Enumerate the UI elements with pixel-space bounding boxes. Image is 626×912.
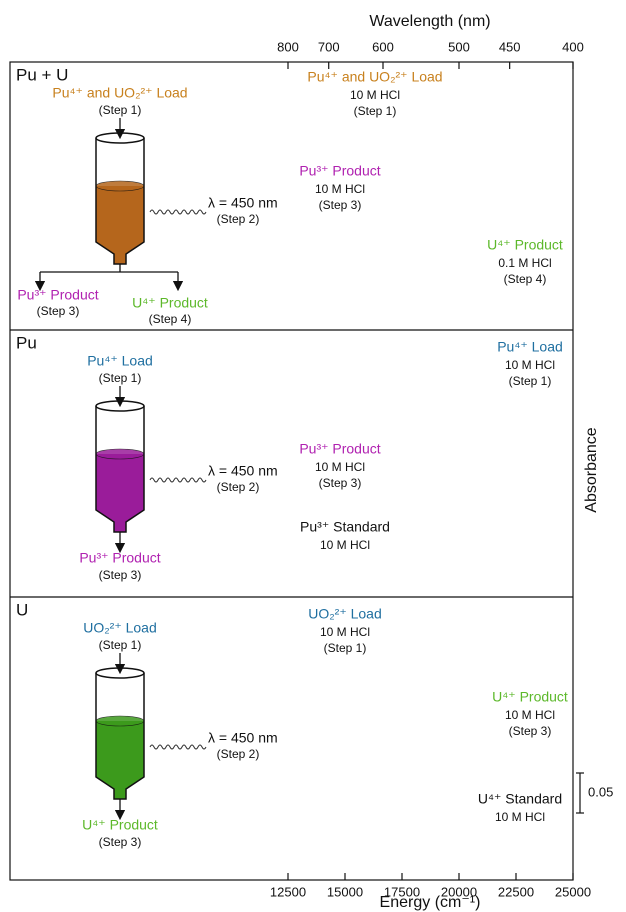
liquid-top: [95, 180, 145, 192]
trace-label: U⁴⁺ Product: [492, 689, 568, 705]
x2-tick-label: 500: [448, 39, 470, 54]
irradiation: λ = 450 nm: [208, 730, 278, 746]
trace-condition: 10 M HCl: [320, 625, 370, 639]
trace-label: Pu⁴⁺ and UO₂²⁺ Load: [307, 69, 442, 85]
product-step: (Step 3): [99, 835, 142, 849]
light-wave: [149, 209, 207, 215]
x2-axis-label: Wavelength (nm): [369, 13, 490, 30]
trace-label: Pu⁴⁺ Load: [497, 339, 563, 355]
irradiation: λ = 450 nm: [208, 463, 278, 479]
load-label: Pu⁴⁺ and UO₂²⁺ Load: [52, 85, 187, 101]
load-label: Pu⁴⁺ Load: [87, 353, 153, 369]
x-tick-label: 22500: [498, 884, 534, 899]
x2-tick-label: 600: [372, 39, 394, 54]
liquid-top: [95, 715, 145, 727]
trace-label: Pu³⁺ Product: [299, 441, 380, 457]
column-liquid: [96, 186, 144, 264]
trace-condition: (Step 3): [319, 476, 362, 490]
trace-condition: 0.1 M HCl: [498, 256, 551, 270]
scale-bar-label: 0.05: [588, 784, 613, 799]
x2-tick-label: 400: [562, 39, 584, 54]
x-tick-label: 25000: [555, 884, 591, 899]
trace-label: U⁴⁺ Standard: [478, 791, 562, 807]
x-tick-label: 12500: [270, 884, 306, 899]
trace-condition: 10 M HCl: [505, 708, 555, 722]
column-top: [95, 132, 145, 144]
column-top: [95, 667, 145, 679]
product-step: (Step 4): [149, 312, 192, 326]
scheme-title: Pu + U: [16, 65, 68, 84]
y-axis-label: Absorbance: [583, 427, 600, 512]
trace-condition: 10 M HCl: [315, 182, 365, 196]
trace-condition: 10 M HCl: [350, 88, 400, 102]
trace-condition: (Step 4): [504, 272, 547, 286]
trace-condition: 10 M HCl: [495, 810, 545, 824]
product-step: (Step 3): [37, 304, 80, 318]
x-tick-label: 15000: [327, 884, 363, 899]
irradiation-step: (Step 2): [217, 747, 260, 761]
trace-condition: (Step 1): [509, 374, 552, 388]
product-label: U⁴⁺ Product: [82, 817, 158, 833]
column-liquid: [96, 454, 144, 532]
trace-condition: 10 M HCl: [320, 538, 370, 552]
trace-label: Pu³⁺ Standard: [300, 519, 390, 535]
frame: [9, 61, 574, 881]
trace-condition: (Step 1): [324, 641, 367, 655]
product-step: (Step 3): [99, 568, 142, 582]
scheme-title: Pu: [16, 333, 37, 352]
column-top: [95, 400, 145, 412]
load-label: UO₂²⁺ Load: [83, 620, 157, 636]
light-wave: [149, 477, 207, 483]
plot-area: [448, 68, 573, 860]
x-axis-label: Energy (cm⁻¹): [380, 894, 481, 911]
load-step: (Step 1): [99, 371, 142, 385]
irradiation-step: (Step 2): [217, 212, 260, 226]
liquid-top: [95, 448, 145, 460]
irradiation-step: (Step 2): [217, 480, 260, 494]
product-label: Pu³⁺ Product: [79, 550, 160, 566]
light-wave: [149, 744, 207, 750]
x2-tick-label: 700: [318, 39, 340, 54]
trace-condition: (Step 1): [354, 104, 397, 118]
scheme-title: U: [16, 600, 28, 619]
load-step: (Step 1): [99, 103, 142, 117]
x-tick-label: 17500: [384, 884, 420, 899]
x-tick-label: 20000: [441, 884, 477, 899]
product-label: Pu³⁺ Product: [17, 287, 98, 303]
trace-condition: 10 M HCl: [505, 358, 555, 372]
column-liquid: [96, 721, 144, 799]
load-step: (Step 1): [99, 638, 142, 652]
trace-condition: (Step 3): [509, 724, 552, 738]
trace-label: U⁴⁺ Product: [487, 237, 563, 253]
product-label: U⁴⁺ Product: [132, 295, 208, 311]
trace-condition: 10 M HCl: [315, 460, 365, 474]
trace-label: Pu³⁺ Product: [299, 163, 380, 179]
x2-tick-label: 800: [277, 39, 299, 54]
trace-condition: (Step 3): [319, 198, 362, 212]
x2-tick-label: 450: [499, 39, 521, 54]
trace-label: UO₂²⁺ Load: [308, 606, 382, 622]
irradiation: λ = 450 nm: [208, 195, 278, 211]
